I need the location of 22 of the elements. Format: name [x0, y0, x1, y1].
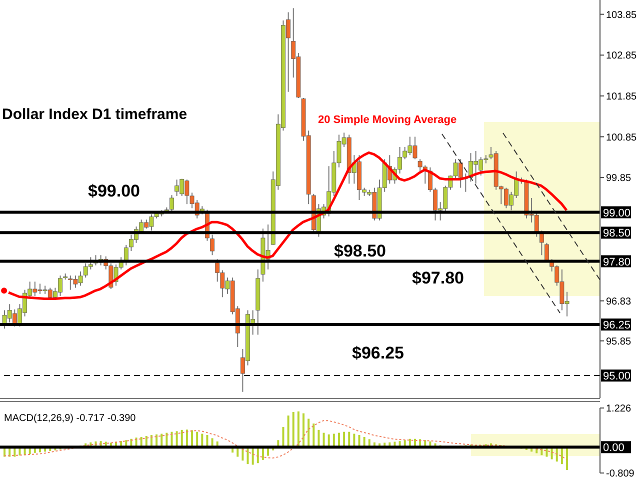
ref-line-label: 99.00 [603, 207, 631, 220]
ref-line-label: 97.80 [603, 256, 631, 268]
y-tick-label: 96.83 [606, 296, 632, 308]
y-tick-label: -0.809 [606, 468, 635, 480]
text: MACD(12,26,9) -0.717 -0.390 [4, 413, 136, 424]
y-tick-label: 1.226 [606, 404, 632, 415]
y-tick-label: 103.85 [606, 10, 638, 21]
ref-line-label: 98.50 [603, 228, 631, 240]
annotation: $99.00 [88, 181, 140, 200]
annotation: $97.80 [412, 268, 464, 288]
annotation: $98.50 [334, 242, 386, 261]
y-tick-label: 95.85 [606, 336, 632, 348]
y-tick-label: 101.85 [606, 91, 638, 102]
ref-line-label: 0.00 [603, 442, 624, 454]
text: 20 Simple Moving Average [318, 114, 457, 126]
y-tick-label: 100.85 [606, 132, 638, 144]
y-tick-label: 102.85 [606, 50, 638, 62]
text: Dollar Index D1 timeframe [2, 106, 188, 123]
annotation: $96.25 [352, 344, 404, 363]
ref-line-label: 95.00 [603, 370, 631, 383]
y-tick-label: 99.85 [606, 173, 632, 184]
ref-line-label: 96.25 [603, 320, 631, 332]
